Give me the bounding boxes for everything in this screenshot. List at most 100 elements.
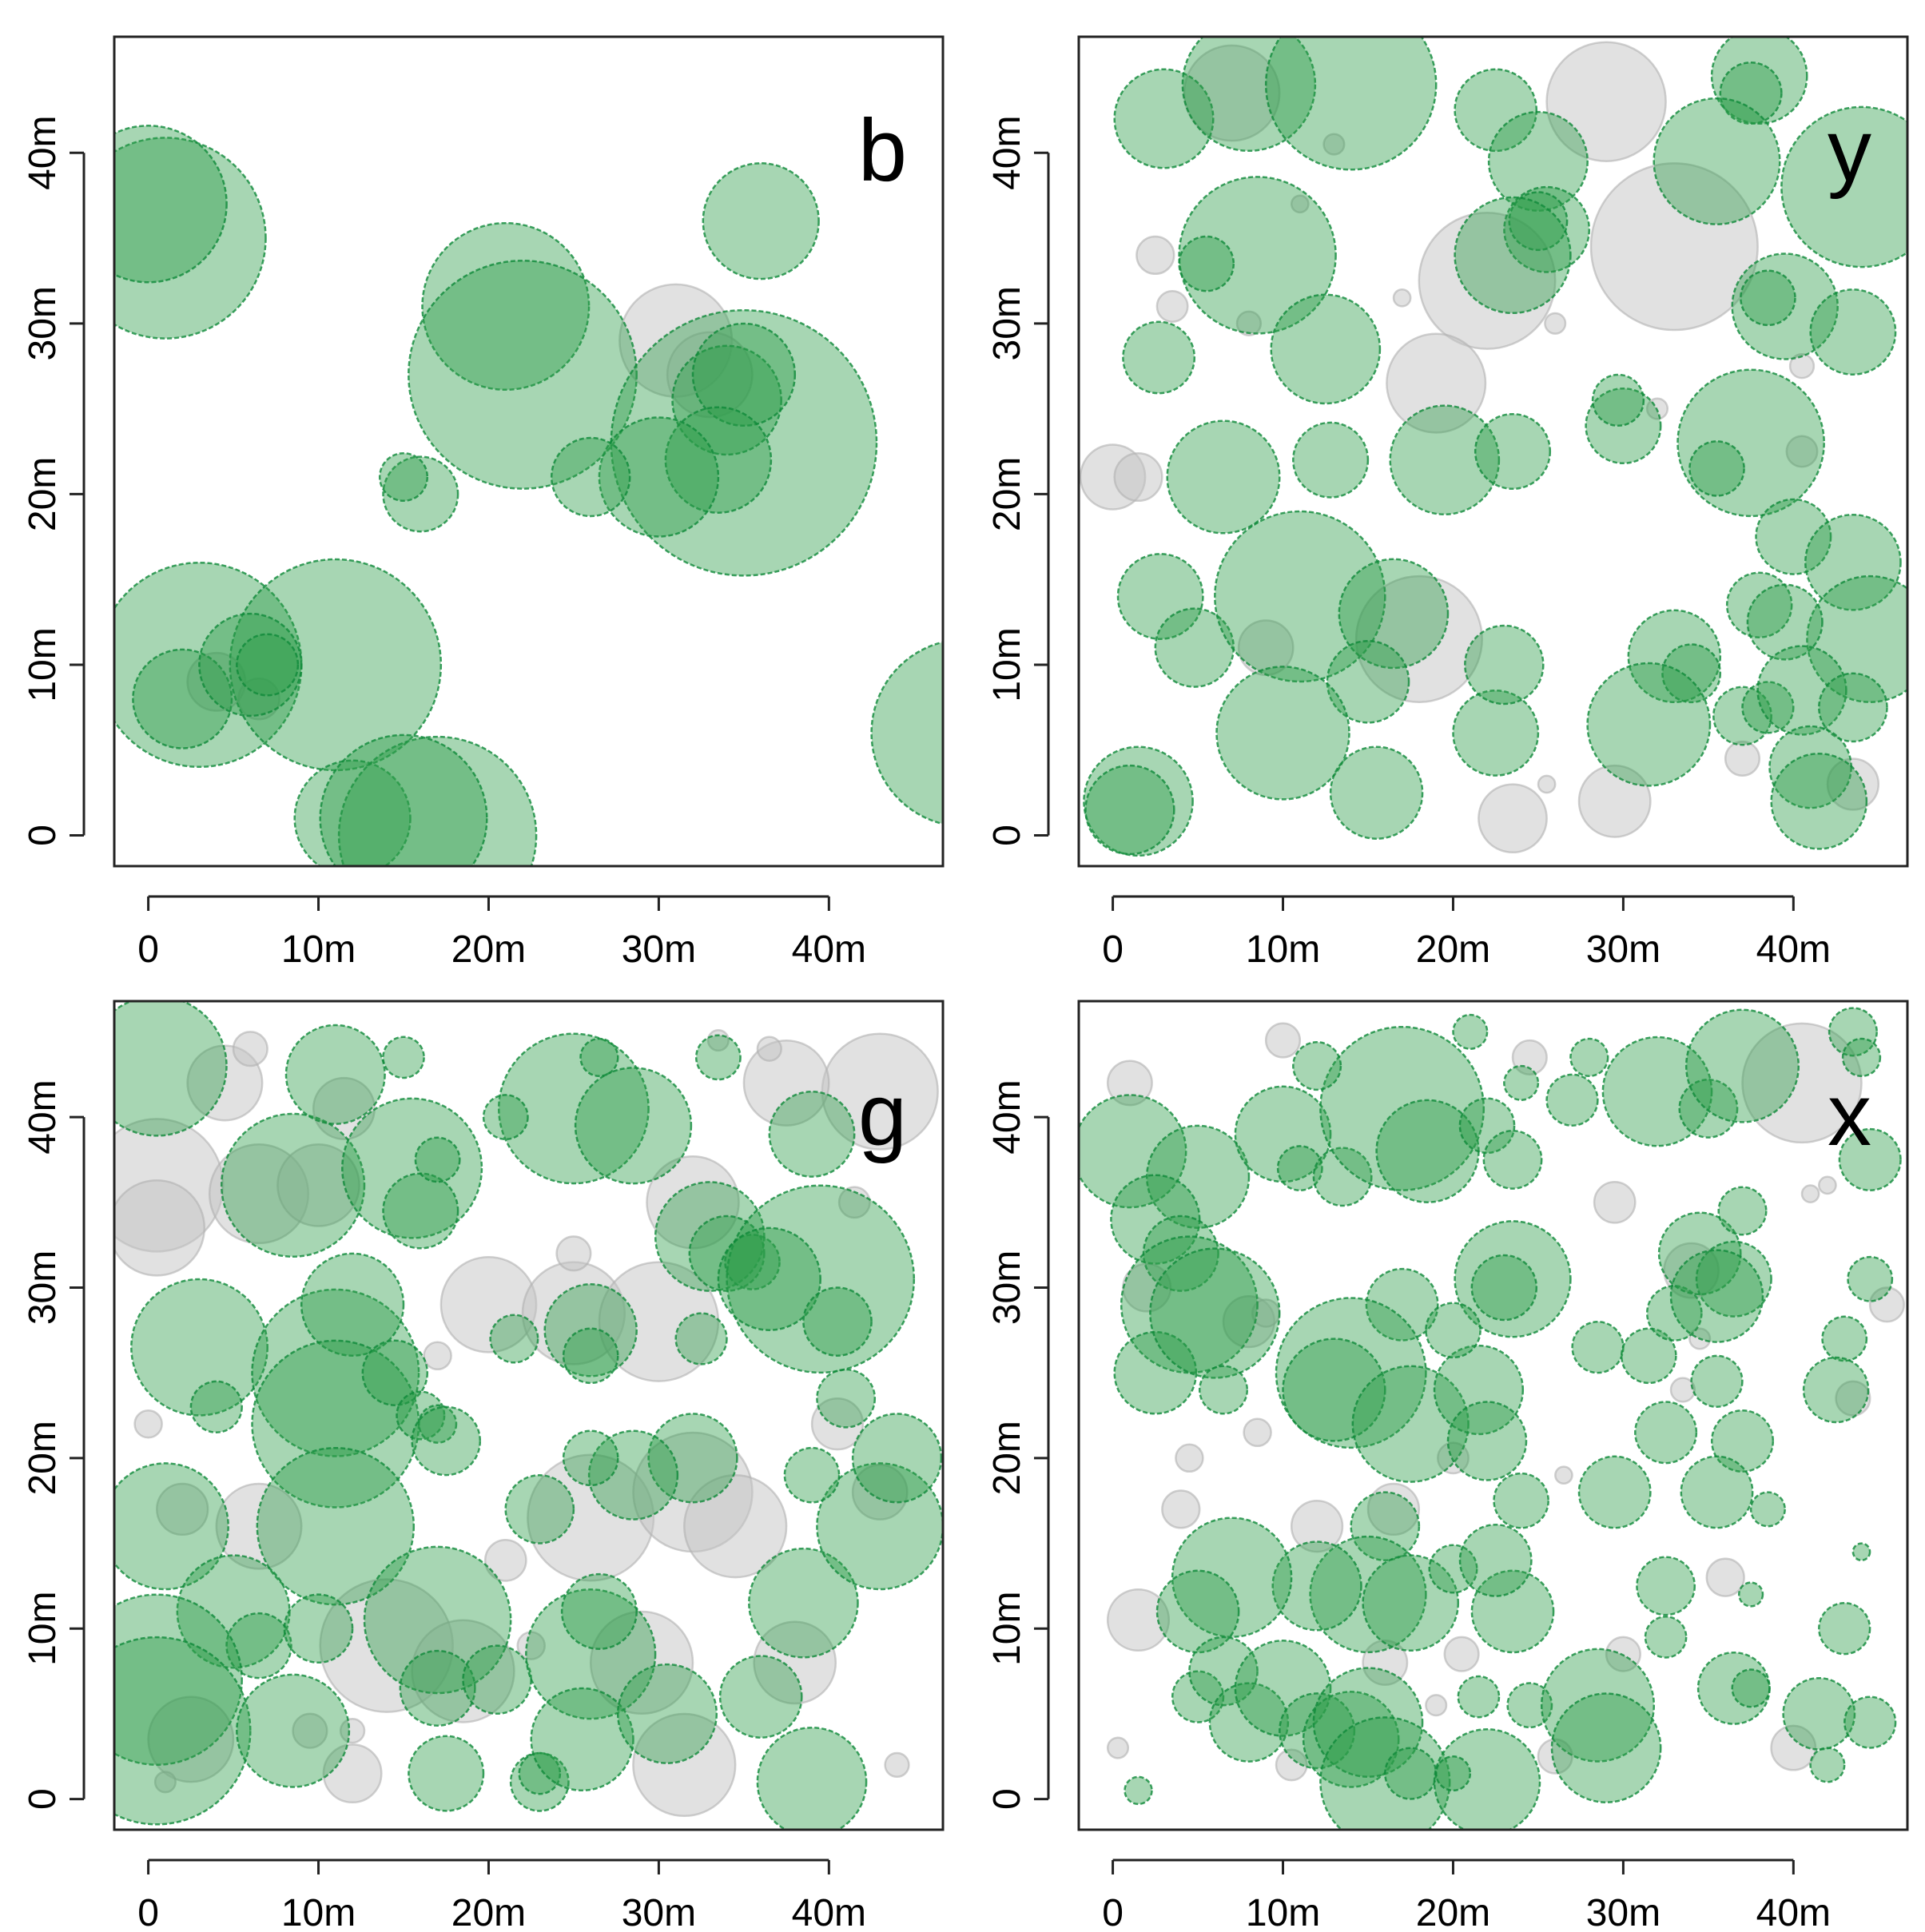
green-circle [1362,1554,1460,1652]
gray-circle [1554,1465,1573,1485]
green-circle [525,1588,657,1720]
green-circle [1154,607,1235,688]
gray-circle [276,1143,360,1227]
green-circle [1171,1517,1293,1638]
green-circle [1806,574,1907,703]
green-circle [1493,1472,1549,1529]
y-tick-label: 0 [22,825,64,846]
green-circle [1782,1676,1856,1751]
gray-circle [516,1631,546,1660]
gray-circle [147,1695,235,1783]
gray-circle [589,1610,694,1715]
gray-circle [1418,211,1557,350]
green-circle [1740,269,1796,327]
gray-circle [1818,1175,1837,1195]
green-circle [1312,1667,1424,1778]
gray-circle [1478,783,1548,854]
green-circle [674,1312,728,1366]
gray-circle [1770,1724,1817,1771]
green-circle [189,1380,243,1433]
green-circle [1725,571,1793,638]
gray-circle [1589,162,1759,332]
green-circle [1384,1747,1438,1800]
green-circle [1731,1668,1771,1708]
green-circle [851,1413,943,1504]
green-circle [1676,368,1825,518]
series-green [1079,1007,1902,1830]
panel-b: 0 10m 20m 30m 40m 0 10m 20m 30m 40m b [22,35,945,971]
green-circle [1804,513,1902,611]
green-circle [1821,1315,1868,1362]
y-axis: 0 10m 20m 30m 40m [986,116,1050,846]
series-gray [1079,41,1880,854]
green-circle [1644,1616,1688,1659]
green-circle [560,1572,638,1650]
x-tick-label: 40m [1756,928,1831,971]
green-circle [236,1673,351,1788]
green-circle [382,1036,425,1079]
gray-circle [598,1261,720,1382]
green-circle [1661,643,1722,704]
green-circle [1503,1064,1540,1101]
gray-circle [423,1341,452,1371]
x-tick-label: 0 [137,1892,159,1932]
gray-circle [1835,1380,1871,1417]
gray-circle [1537,1738,1573,1775]
green-circle [1550,1692,1662,1803]
panel-label: y [1828,101,1871,200]
green-circle [378,451,429,503]
green-circle [1452,1013,1489,1050]
green-circle [1149,1247,1281,1379]
gray-circle [292,1712,328,1749]
green-circle [363,1545,512,1695]
green-circle [408,1735,485,1812]
series-gray [1106,1022,1905,1782]
gray-circle [1593,1180,1637,1224]
green-circle [1276,1145,1323,1192]
gray-circle [1161,1489,1201,1529]
green-circle [1719,61,1783,125]
green-circle [1198,1365,1249,1415]
green-circle [1365,1267,1439,1342]
green-circle [1264,37,1438,171]
panel-label: x [1828,1066,1871,1164]
green-circle [691,322,797,427]
gray-circle [1544,312,1567,335]
gray-circle [339,1718,366,1744]
y-tick-label: 0 [22,1788,64,1810]
green-circle [114,1001,228,1137]
x-tick-label: 0 [1102,928,1124,971]
green-circle [1843,1695,1897,1749]
green-circle [1214,510,1386,683]
green-circle [1684,1008,1800,1123]
gray-circle [322,1743,383,1804]
green-circle [1434,1755,1472,1792]
y-tick-label: 40m [22,116,64,190]
green-circle [319,733,488,866]
plot-frame [1077,1000,1909,1831]
green-circle [1688,440,1745,497]
plot-frame [1077,35,1909,868]
green-circle [1710,37,1808,125]
x-tick-label: 30m [1586,1892,1661,1932]
y-tick-label: 30m [986,1250,1028,1325]
plot-frame [113,1000,945,1831]
green-circle [337,735,538,866]
gray-circle [1392,288,1412,308]
gray-circle [1663,1242,1720,1299]
gray-circle [1183,44,1281,142]
gray-circle [1155,290,1189,323]
gray-circle [232,1031,268,1067]
green-circle [518,1751,562,1795]
green-circle [1458,1097,1516,1155]
green-circle [530,1687,634,1792]
green-circle [1851,1542,1871,1562]
gray-circle [632,1712,737,1818]
gray-circle [1354,574,1483,703]
green-circle [1171,1670,1225,1723]
gray-circle [1322,133,1346,156]
green-circle [694,1034,742,1081]
gray-circle [683,1474,788,1579]
green-circle [702,162,820,280]
green-circle [1474,412,1552,491]
